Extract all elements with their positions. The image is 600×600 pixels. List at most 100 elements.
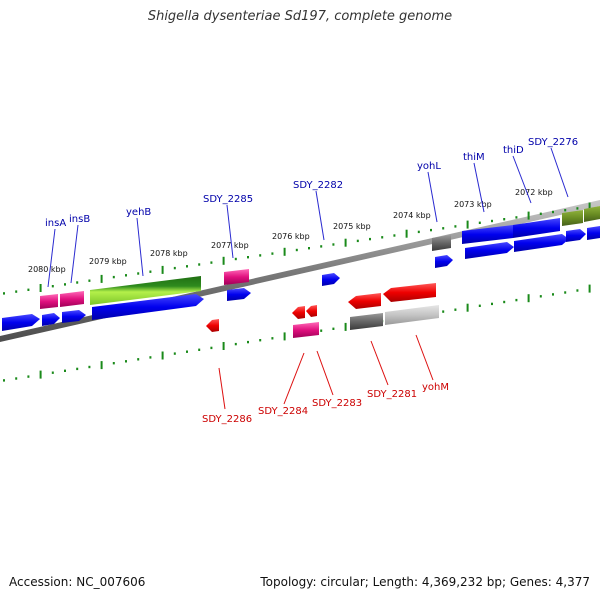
lower-rail-minor-tick	[478, 304, 481, 307]
gene-insB-feature[interactable]	[60, 291, 84, 307]
upper-rail-major-tick	[405, 229, 408, 238]
lower-rail-minor-tick	[112, 362, 115, 365]
gene-label-SDY_2281: SDY_2281	[367, 389, 417, 400]
scale-label-2078: 2078 kbp	[150, 249, 188, 258]
upper-rail-minor-tick	[503, 218, 506, 221]
lower-rail-minor-tick	[491, 302, 493, 306]
gene-blue-arrow-10[interactable]	[566, 229, 586, 242]
gene-SDY_2281-feature[interactable]	[350, 313, 383, 330]
gene-label-SDY_2285: SDY_2285	[203, 194, 253, 205]
gene-blue-arrow-2[interactable]	[42, 313, 60, 326]
upper-rail-minor-tick	[51, 285, 54, 288]
gene-label-SDY_2286: SDY_2286	[202, 414, 252, 425]
gene-blue-arrow-3[interactable]	[62, 310, 86, 323]
lower-rail-major-tick	[527, 294, 530, 303]
gene-SDY_2281-red-feature[interactable]	[348, 293, 381, 309]
upper-rail-minor-tick	[515, 216, 518, 219]
upper-rail-minor-tick	[234, 257, 237, 261]
upper-rail-minor-tick	[3, 292, 5, 295]
upper-rail-minor-tick	[27, 288, 30, 291]
gene-SDY_2276-feature[interactable]	[562, 210, 583, 226]
gene-SDY_2286-feature[interactable]	[206, 319, 219, 332]
lower-rail-minor-tick	[503, 300, 506, 304]
gene-blue-arrow-5[interactable]	[227, 288, 251, 301]
scale-label-2075: 2075 kbp	[333, 222, 371, 231]
lower-rail-minor-tick	[76, 367, 79, 371]
gene-SDY_2285-feature[interactable]	[224, 269, 249, 285]
upper-rail-minor-tick	[186, 265, 188, 268]
upper-rail-minor-tick	[76, 281, 79, 284]
gene-thiM-feature[interactable]	[462, 225, 513, 244]
lower-rail-minor-tick	[149, 356, 152, 359]
gene-insA-feature[interactable]	[40, 294, 58, 309]
lower-rail-minor-tick	[15, 377, 18, 380]
upper-rail-minor-tick	[149, 270, 152, 273]
lower-rail-major-tick	[39, 370, 42, 379]
gene-blue-arrow-6[interactable]	[322, 273, 340, 286]
gene-blue-arrow-9[interactable]	[514, 234, 569, 252]
gene-SDY_2283-red-feature[interactable]	[306, 305, 317, 317]
upper-rail-minor-tick	[271, 252, 274, 255]
lower-rail-major-tick	[588, 284, 591, 293]
gene-yehB-feature[interactable]	[90, 276, 201, 305]
upper-rail-minor-tick	[112, 275, 115, 279]
upper-rail-major-tick	[466, 220, 469, 229]
forward-strand-genes	[40, 206, 600, 309]
lower-rail-minor-tick	[173, 352, 176, 355]
gene-label-SDY_2284: SDY_2284	[258, 406, 308, 417]
gene-label-yohM: yohM	[422, 382, 449, 393]
gene-blue-arrow-4[interactable]	[92, 294, 204, 320]
lower-rail-major-tick	[283, 332, 286, 341]
genome-summary-text: Topology: circular; Length: 4,369,232 bp…	[260, 575, 590, 589]
lower-rail-minor-tick	[51, 371, 54, 374]
lower-rail-minor-tick	[320, 329, 323, 332]
gene-yohM-feature[interactable]	[385, 305, 439, 325]
lower-rail-minor-tick	[247, 340, 249, 344]
scale-label-2077: 2077 kbp	[211, 241, 249, 250]
upper-rail-minor-tick	[552, 210, 554, 214]
gene-blue-arrow-7[interactable]	[435, 255, 453, 268]
lower-rail-minor-tick	[332, 327, 335, 330]
upper-rail-minor-tick	[332, 243, 335, 246]
scale-labels: 2080 kbp 2079 kbp 2078 kbp 2077 kbp 2076…	[28, 188, 553, 274]
upper-rail-minor-tick	[137, 272, 140, 275]
lower-rail-major-tick	[161, 351, 164, 360]
upper-rail-major-tick	[527, 211, 530, 220]
gene-blue-arrow-1[interactable]	[2, 314, 40, 331]
upper-rail-major-tick	[344, 238, 347, 247]
lower-rail-major-tick	[466, 303, 469, 312]
gene-yohL-feature[interactable]	[432, 235, 451, 251]
upper-rail-minor-tick	[259, 254, 262, 257]
upper-rail-minor-tick	[539, 212, 542, 215]
lower-rail-minor-tick	[539, 295, 542, 298]
lower-rail-major-tick	[222, 342, 225, 350]
lower-rail-minor-tick	[552, 293, 554, 296]
gene-blue-arrow-11[interactable]	[587, 226, 600, 240]
gene-label-yohL: yohL	[417, 161, 441, 172]
gene-SDY_2284-feature[interactable]	[293, 322, 319, 338]
upper-rail-minor-tick	[356, 239, 359, 243]
upper-rail-minor-tick	[64, 283, 66, 286]
gene-label-thiD: thiD	[503, 145, 524, 156]
upper-rail-minor-tick	[491, 219, 493, 223]
gene-blue-arrow-8[interactable]	[465, 242, 514, 259]
gene-yohM-red-feature[interactable]	[383, 283, 436, 302]
gene-thiD-feature[interactable]	[513, 218, 560, 238]
upper-rail-minor-tick	[442, 227, 445, 230]
lower-rail-major-tick	[100, 361, 103, 370]
upper-rail-minor-tick	[295, 248, 298, 252]
lower-rail-minor-tick	[442, 310, 445, 313]
upper-rail-minor-tick	[564, 209, 567, 212]
lower-rail-minor-tick	[88, 365, 91, 369]
upper-rail-minor-tick	[320, 245, 323, 248]
upper-rail-major-tick	[39, 284, 42, 292]
upper-rail-major-tick	[222, 256, 225, 265]
gene-SDY_2284-red-feature[interactable]	[292, 306, 305, 319]
gene-olive-edge-feature[interactable]	[584, 206, 600, 222]
scale-label-2076: 2076 kbp	[272, 232, 310, 241]
upper-rail-minor-tick	[210, 261, 213, 264]
lower-rail-minor-tick	[64, 369, 66, 372]
upper-rail-minor-tick	[88, 279, 91, 282]
lower-rail-minor-tick	[259, 339, 262, 342]
